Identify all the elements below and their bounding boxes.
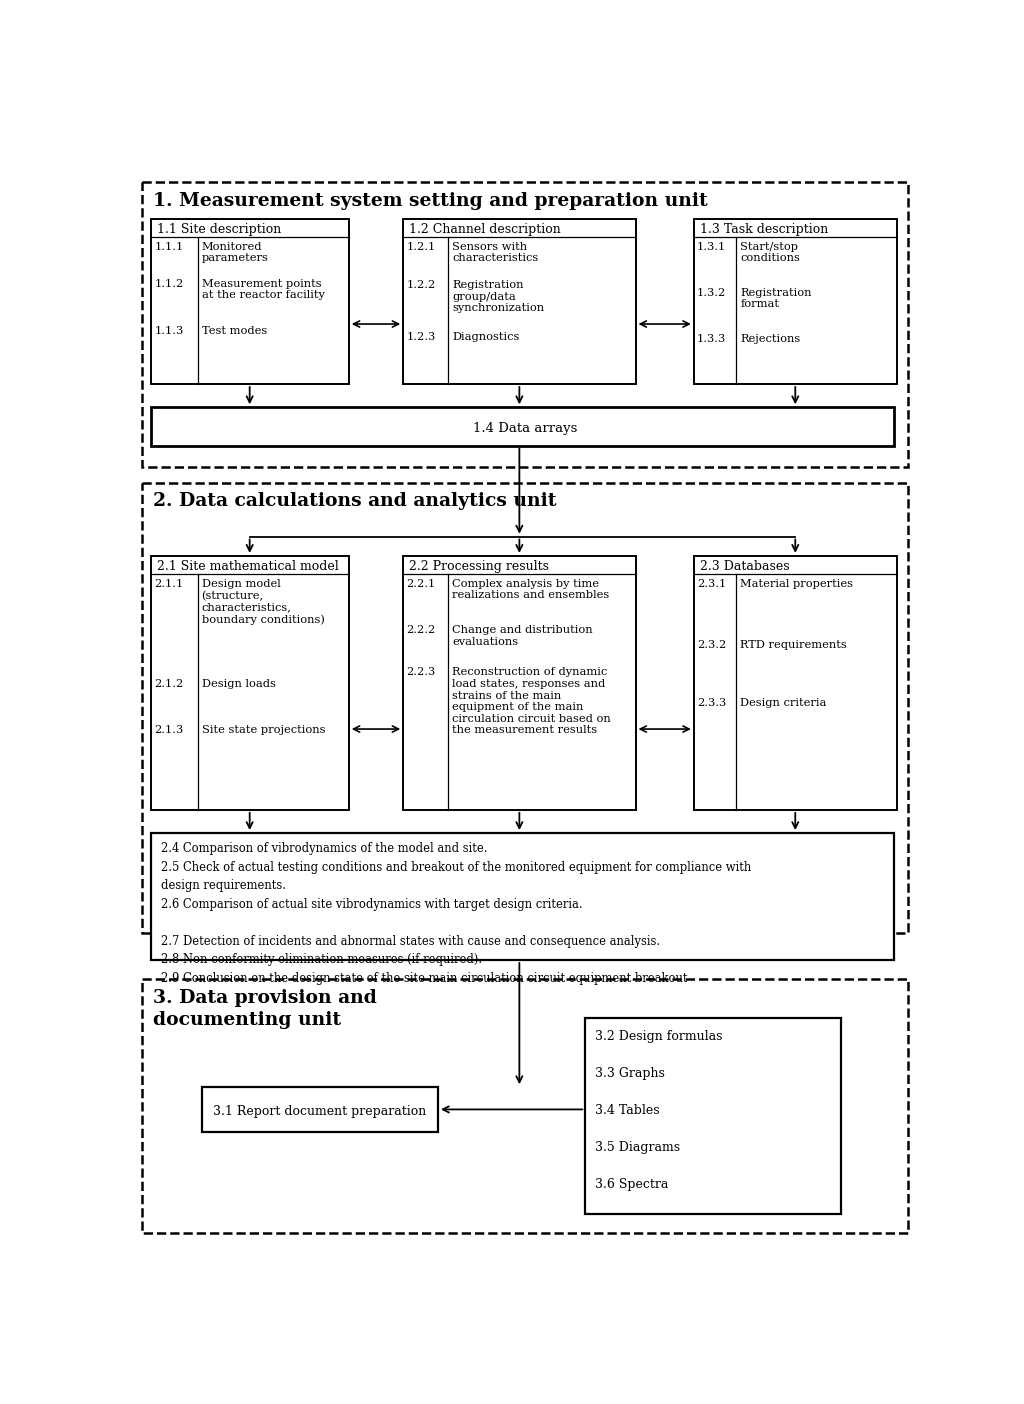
Text: 2.2 Processing results: 2.2 Processing results [410, 560, 549, 573]
Text: Material properties: Material properties [740, 578, 853, 588]
Text: 1.3.2: 1.3.2 [697, 288, 726, 298]
Text: 3. Data provision and
documenting unit: 3. Data provision and documenting unit [153, 988, 377, 1029]
Text: Test modes: Test modes [202, 326, 267, 337]
Text: 1.3 Task description: 1.3 Task description [700, 223, 828, 236]
Text: 1.2.3: 1.2.3 [407, 333, 435, 343]
Text: 2.2.3: 2.2.3 [407, 667, 435, 678]
Text: 3.1 Report document preparation: 3.1 Report document preparation [213, 1105, 426, 1118]
Bar [142, 183, 907, 468]
Text: 2.4 Comparison of vibrodynamics of the model and site.
2.5 Check of actual testi: 2.4 Comparison of vibrodynamics of the m… [161, 842, 751, 984]
Text: 1.1 Site description: 1.1 Site description [158, 223, 282, 236]
Text: 2.3.2: 2.3.2 [697, 640, 726, 650]
Text: Rejections: Rejections [740, 334, 801, 344]
Text: 2.1.1: 2.1.1 [155, 578, 183, 588]
Text: Sensors with
characteristics: Sensors with characteristics [452, 241, 539, 263]
Text: Complex analysis by time
realizations and ensembles: Complex analysis by time realizations an… [452, 578, 609, 601]
Text: 1.1.2: 1.1.2 [155, 278, 183, 289]
Text: Diagnostics: Diagnostics [452, 333, 519, 343]
Bar [152, 556, 349, 810]
Text: Registration
format: Registration format [740, 288, 812, 309]
Text: 1.4 Data arrays: 1.4 Data arrays [473, 423, 577, 435]
Bar [586, 1018, 841, 1214]
Text: 1.2.2: 1.2.2 [407, 281, 435, 291]
Bar [202, 1087, 438, 1132]
Bar [142, 980, 907, 1233]
Text: 1.3.1: 1.3.1 [697, 241, 726, 251]
Text: Design criteria: Design criteria [740, 698, 826, 708]
Text: RTD requirements: RTD requirements [740, 640, 847, 650]
Text: Monitored
parameters: Monitored parameters [202, 241, 268, 263]
Bar [693, 219, 897, 385]
Text: 2.2.2: 2.2.2 [407, 625, 435, 635]
Text: 2.3 Databases: 2.3 Databases [700, 560, 790, 573]
Bar [152, 407, 894, 445]
Text: Measurement points
at the reactor facility: Measurement points at the reactor facili… [202, 278, 325, 300]
Text: 1.2.1: 1.2.1 [407, 241, 435, 251]
Text: 1.2 Channel description: 1.2 Channel description [410, 223, 561, 236]
Text: 1. Measurement system setting and preparation unit: 1. Measurement system setting and prepar… [153, 191, 708, 209]
Text: Start/stop
conditions: Start/stop conditions [740, 241, 800, 263]
Text: 1.1.1: 1.1.1 [155, 241, 183, 251]
Bar [403, 219, 636, 385]
Text: 2.3.1: 2.3.1 [697, 578, 726, 588]
Text: 2.2.1: 2.2.1 [407, 578, 435, 588]
Bar [152, 219, 349, 385]
Text: Registration
group/data
synchronization: Registration group/data synchronization [452, 281, 544, 313]
Text: 2.3.3: 2.3.3 [697, 698, 726, 708]
Text: 1.1.3: 1.1.3 [155, 326, 183, 337]
Bar [152, 833, 894, 960]
Text: 3.2 Design formulas

3.3 Graphs

3.4 Tables

3.5 Diagrams

3.6 Spectra: 3.2 Design formulas 3.3 Graphs 3.4 Table… [595, 1031, 722, 1191]
Text: 2.1.2: 2.1.2 [155, 680, 183, 689]
Text: Reconstruction of dynamic
load states, responses and
strains of the main
equipme: Reconstruction of dynamic load states, r… [452, 667, 610, 736]
Bar [403, 556, 636, 810]
Text: Design loads: Design loads [202, 680, 275, 689]
Text: 2.1.3: 2.1.3 [155, 726, 183, 736]
Bar [142, 483, 907, 934]
Text: Design model
(structure,
characteristics,
boundary conditions): Design model (structure, characteristics… [202, 578, 325, 625]
Text: 2. Data calculations and analytics unit: 2. Data calculations and analytics unit [153, 491, 556, 510]
Text: Site state projections: Site state projections [202, 726, 326, 736]
Text: Change and distribution
evaluations: Change and distribution evaluations [452, 625, 593, 647]
Bar [693, 556, 897, 810]
Text: 2.1 Site mathematical model: 2.1 Site mathematical model [158, 560, 339, 573]
Text: 1.3.3: 1.3.3 [697, 334, 726, 344]
